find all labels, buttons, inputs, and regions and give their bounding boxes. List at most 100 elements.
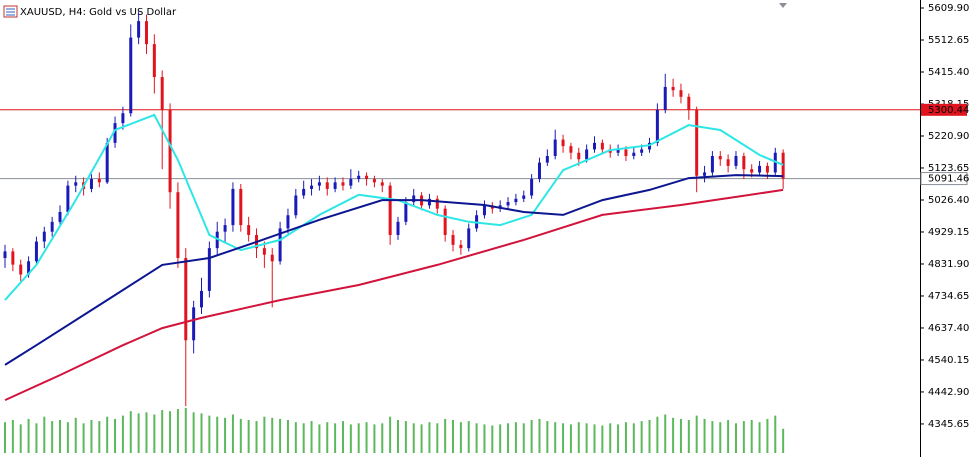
volume-bar xyxy=(648,420,651,453)
candle-body xyxy=(593,142,596,150)
volume-bar xyxy=(491,425,494,453)
candle-body xyxy=(3,251,7,259)
volume-bar xyxy=(719,422,722,453)
volume-bar xyxy=(507,423,510,453)
candle-body xyxy=(569,146,573,153)
volume-bar xyxy=(514,422,517,453)
candle-body xyxy=(679,90,683,97)
volume-bar xyxy=(66,422,69,453)
candle-body xyxy=(726,159,730,166)
volume-bar xyxy=(184,407,187,453)
volume-bar xyxy=(687,420,690,453)
candle-body xyxy=(310,185,314,189)
volume-bar xyxy=(758,422,761,453)
candle-body xyxy=(357,175,361,180)
price-level-label: 5091.46 xyxy=(928,174,969,185)
volume-group xyxy=(4,407,785,453)
candle-body xyxy=(671,86,675,91)
candle-body xyxy=(247,225,251,235)
candle-body xyxy=(294,195,298,216)
price-level-tag xyxy=(920,172,968,186)
candle-body xyxy=(19,264,23,275)
candle-body xyxy=(616,149,620,153)
candle-body xyxy=(215,231,219,249)
volume-bar xyxy=(294,422,297,453)
volume-bar xyxy=(169,411,172,453)
volume-bar xyxy=(569,424,572,453)
candle-body xyxy=(600,142,604,150)
candle-body xyxy=(262,248,266,255)
volume-bar xyxy=(742,421,745,453)
candle-body xyxy=(239,188,243,226)
volume-bar xyxy=(255,421,258,453)
y-tick-label: 5609.90 xyxy=(928,3,969,14)
candle-body xyxy=(372,179,376,183)
volume-bar xyxy=(341,421,344,453)
volume-bar xyxy=(499,424,502,453)
candle-body xyxy=(396,221,400,235)
volume-bar xyxy=(153,414,156,453)
candle-body xyxy=(545,156,549,163)
volume-bar xyxy=(703,418,706,453)
volume-bar xyxy=(640,421,643,453)
candle-body xyxy=(302,188,306,196)
volume-bar xyxy=(750,420,753,453)
volume-bar xyxy=(609,423,612,453)
volume-bar xyxy=(27,418,30,453)
candle-body xyxy=(58,211,62,222)
candle-body xyxy=(514,198,518,203)
candle-body xyxy=(341,182,345,186)
candle-body xyxy=(537,162,541,180)
volume-bar xyxy=(43,416,46,453)
candle-body xyxy=(50,221,54,232)
volume-bar xyxy=(51,421,54,453)
volume-bar xyxy=(129,411,132,453)
candle-body xyxy=(42,231,46,242)
y-tick-label: 5026.40 xyxy=(928,195,969,206)
candle-body xyxy=(152,44,156,78)
y-tick-label: 5512.65 xyxy=(928,35,969,46)
candle-body xyxy=(207,248,211,291)
candle-body xyxy=(231,188,235,226)
candle-body xyxy=(632,152,636,157)
volume-bar xyxy=(90,420,93,453)
candle-body xyxy=(129,37,133,114)
volume-bar xyxy=(208,415,211,453)
candle-body xyxy=(278,228,282,262)
candle-body xyxy=(66,185,70,212)
volume-bar xyxy=(404,421,407,453)
chart-title: XAUUSD, H4: Gold vs US Dollar xyxy=(20,7,177,18)
candle-body xyxy=(113,123,117,143)
price-level-tag xyxy=(921,103,967,116)
candle-body xyxy=(687,96,691,110)
candle-body xyxy=(781,152,785,179)
volume-bar xyxy=(279,418,282,453)
candle-body xyxy=(435,198,439,209)
volume-bar xyxy=(774,415,777,453)
volume-bar xyxy=(734,423,737,453)
candle-body xyxy=(223,225,227,232)
candle-body xyxy=(522,195,526,199)
volume-bar xyxy=(624,422,627,453)
candle-body xyxy=(200,290,203,308)
candle-body xyxy=(451,234,455,245)
candle-body xyxy=(144,21,148,45)
volume-bar xyxy=(428,422,431,453)
volume-bar xyxy=(271,417,274,453)
volume-bar xyxy=(59,420,62,453)
volume-bar xyxy=(593,424,596,453)
volume-bar xyxy=(11,420,14,453)
volume-bar xyxy=(161,410,164,453)
volume-bar xyxy=(562,423,565,453)
ma-line xyxy=(4,188,784,402)
candle-body xyxy=(703,172,707,176)
y-tick-label: 5123.65 xyxy=(928,163,969,174)
volume-bar xyxy=(121,415,124,453)
candle-body xyxy=(286,215,290,229)
volume-bar xyxy=(373,424,376,453)
candle-body xyxy=(561,139,565,147)
candle-body xyxy=(34,241,38,262)
candle-body xyxy=(333,182,337,189)
candle-body xyxy=(585,149,589,160)
candle-body xyxy=(270,254,274,262)
